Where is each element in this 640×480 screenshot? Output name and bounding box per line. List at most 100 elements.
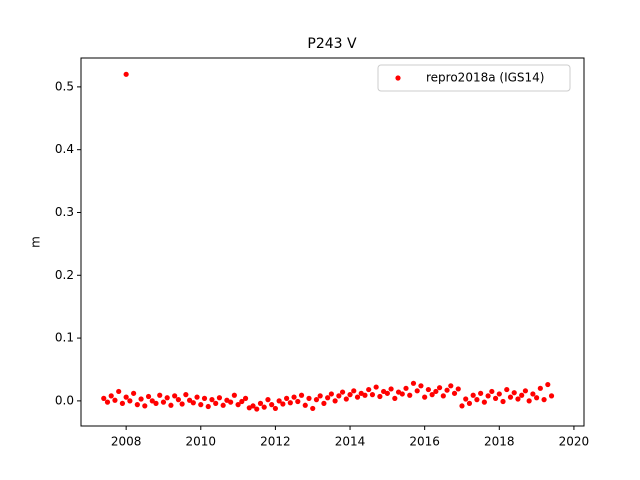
point <box>548 393 555 399</box>
point <box>228 399 234 405</box>
y-tick-label: 0.1 <box>55 331 74 345</box>
point <box>496 391 502 397</box>
point <box>317 393 323 399</box>
point <box>194 394 200 400</box>
point <box>250 403 256 409</box>
point <box>172 393 178 399</box>
point <box>436 385 443 391</box>
point <box>377 393 383 400</box>
point <box>474 397 480 403</box>
y-axis-label: m <box>29 236 43 248</box>
point <box>209 397 215 403</box>
point <box>220 402 226 408</box>
point <box>332 398 338 404</box>
y-tick-label: 0.2 <box>55 268 74 282</box>
point <box>269 402 275 408</box>
point <box>325 395 331 401</box>
point <box>354 394 361 400</box>
point <box>369 392 376 398</box>
point <box>429 392 435 398</box>
point <box>119 400 126 406</box>
point <box>351 388 357 394</box>
point <box>321 400 327 406</box>
point <box>481 399 487 405</box>
point <box>291 394 297 400</box>
point <box>213 400 219 406</box>
point <box>399 391 405 397</box>
point <box>343 396 349 402</box>
point <box>101 395 107 401</box>
point <box>511 390 517 396</box>
point <box>507 394 514 400</box>
point <box>362 392 368 398</box>
point <box>410 380 417 386</box>
point <box>459 403 465 409</box>
point <box>272 405 279 412</box>
point <box>392 395 398 401</box>
point <box>448 383 454 389</box>
point <box>123 71 129 77</box>
point <box>336 393 342 399</box>
x-tick-label: 2012 <box>260 435 291 449</box>
point <box>127 398 133 404</box>
point <box>470 392 476 398</box>
y-tick-label: 0.3 <box>55 205 74 219</box>
point <box>444 387 450 393</box>
point <box>347 392 353 398</box>
point <box>108 393 114 399</box>
point <box>492 395 499 401</box>
point <box>388 386 394 392</box>
point <box>157 392 163 398</box>
point <box>504 386 510 393</box>
point <box>541 397 547 403</box>
point <box>276 398 282 404</box>
point <box>123 394 129 400</box>
point <box>179 401 185 407</box>
point <box>116 388 122 395</box>
point <box>153 400 159 406</box>
point <box>235 402 241 408</box>
point <box>418 383 424 389</box>
point <box>478 390 484 396</box>
point <box>425 386 431 393</box>
point <box>407 392 413 398</box>
point <box>239 398 245 405</box>
point <box>280 401 286 407</box>
x-tick-label: 2016 <box>409 435 440 449</box>
plot-frame <box>80 57 585 427</box>
x-tick-label: 2008 <box>111 435 142 449</box>
point <box>134 402 140 408</box>
legend-label: repro2018a (IGS14) <box>426 71 544 85</box>
y-tick-label: 0.0 <box>55 393 74 407</box>
point <box>306 395 312 401</box>
point <box>485 393 491 399</box>
point <box>183 392 189 398</box>
x-tick-label: 2014 <box>335 435 366 449</box>
point <box>384 390 390 396</box>
point <box>526 398 532 404</box>
point <box>149 398 155 404</box>
point <box>201 395 208 401</box>
legend-marker <box>395 75 401 81</box>
point <box>112 397 118 403</box>
x-tick-label: 2010 <box>186 435 217 449</box>
point <box>142 403 148 409</box>
x-tick-label: 2020 <box>559 435 590 449</box>
point <box>313 397 320 403</box>
point <box>522 388 529 394</box>
point <box>298 392 305 398</box>
point <box>302 402 308 408</box>
point <box>310 405 316 412</box>
point <box>530 391 536 397</box>
point <box>205 403 211 410</box>
point <box>403 385 409 391</box>
point <box>254 406 260 412</box>
point <box>433 388 439 395</box>
point <box>138 396 144 402</box>
point <box>231 392 237 398</box>
point <box>373 384 379 390</box>
point <box>284 395 290 401</box>
point <box>216 395 223 401</box>
point <box>131 390 137 396</box>
y-tick-label: 0.4 <box>55 142 74 156</box>
